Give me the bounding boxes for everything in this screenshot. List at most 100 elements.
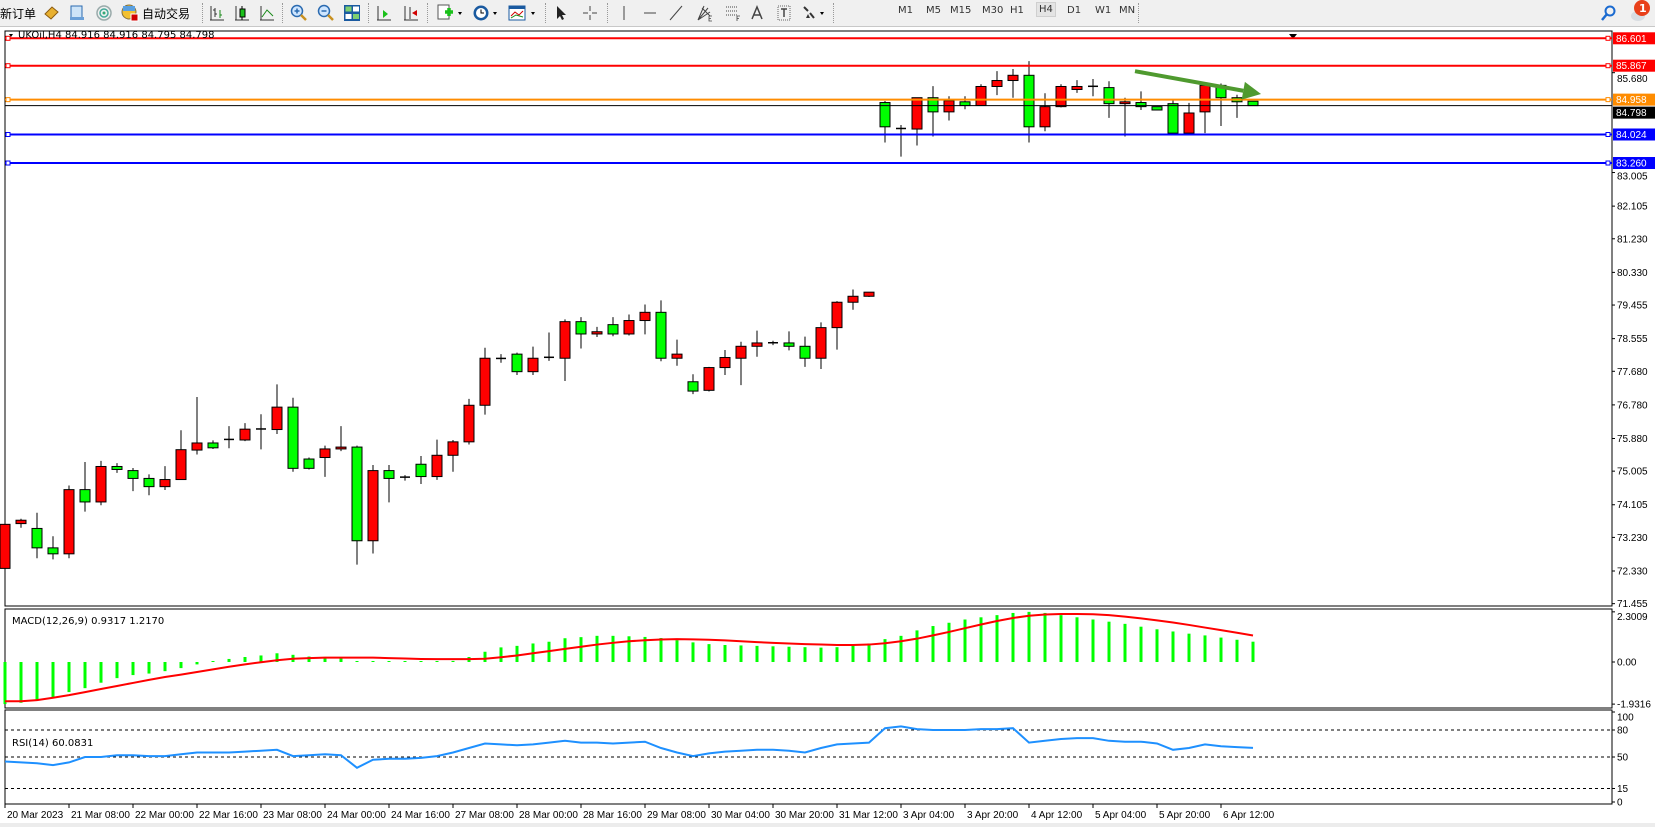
candle-body [575,321,587,335]
candle [463,398,475,445]
auto-trading-button[interactable]: 自动交易 [120,2,190,24]
timeframe-mn[interactable]: MN [1119,5,1136,16]
time-tick-label: 30 Mar 04:00 [711,810,770,821]
timeframe-m1[interactable]: M1 [898,5,913,16]
timeframe-h1[interactable]: H1 [1010,5,1024,16]
trendline-icon[interactable] [668,2,684,24]
candle-body [703,367,715,391]
candle [319,445,331,477]
line-handle-right[interactable] [1605,131,1611,137]
candle-body [863,291,875,297]
candle-body [111,465,123,470]
bar-chart-icon[interactable] [208,2,226,24]
candle [159,466,171,491]
new-chart-button[interactable] [436,2,464,24]
line-chart-icon[interactable] [258,2,276,24]
cursor-icon[interactable] [553,2,569,24]
candle [335,426,347,452]
horizontal-line[interactable] [5,97,1612,103]
fibonacci-fan-icon[interactable] [696,2,714,24]
candle [47,536,59,560]
candlestick-chart-icon[interactable] [233,2,251,24]
horizontal-line[interactable] [5,160,1612,166]
line-handle-right[interactable] [1605,160,1611,166]
new-chart-icon [437,4,462,20]
text-label-icon[interactable] [776,2,792,24]
new-order-button[interactable]: 新订单 [0,2,36,24]
price-tick-label: 74.105 [1617,500,1648,511]
chart-shift-icon[interactable] [402,2,420,24]
search-icon[interactable] [1600,2,1618,24]
tile-windows-icon[interactable] [343,2,361,24]
candle-body [959,101,971,107]
candle [1183,102,1195,134]
trend-arrow-head[interactable] [1241,81,1261,100]
candle [447,439,459,472]
timeframe-d1[interactable]: D1 [1067,5,1082,16]
candle-body [623,320,635,335]
candle-body [431,454,443,478]
horizontal-line[interactable] [5,63,1612,69]
candle [207,440,219,449]
price-tick-label: 80.330 [1617,268,1648,279]
horizontal-line[interactable] [5,131,1612,137]
crosshair-icon[interactable] [581,2,599,24]
time-tick-label: 24 Mar 00:00 [327,810,386,821]
candle-body [671,353,683,359]
fibonacci-retracement-icon[interactable] [724,2,742,24]
horizontal-line-icon[interactable] [642,2,658,24]
candle [879,101,891,143]
price-tick-label: 76.780 [1617,400,1648,411]
timeframe-m15[interactable]: M15 [950,5,972,16]
chart-shift-marker-icon[interactable] [1289,34,1297,39]
market-watch-icon[interactable] [42,2,60,24]
notifications-button[interactable]: 1 [1628,0,1652,22]
line-handle-right[interactable] [1605,97,1611,103]
line-handle-right[interactable] [1605,63,1611,69]
candle [703,366,715,392]
line-handle-left[interactable] [5,160,11,166]
candle [0,519,11,594]
line-handle-left[interactable] [5,97,11,103]
candle [127,467,139,492]
auto-trading-icon [121,4,139,22]
chart-window[interactable]: 20 Mar 2023 21 Mar 08:00 22 Mar 00:00 22 Ma… [0,27,1655,823]
vertical-line-icon[interactable] [617,2,631,24]
price-line-label: 85.867 [1616,61,1647,72]
arrows-button[interactable] [800,2,826,24]
trend-arrow-shaft[interactable] [1134,69,1244,93]
candle [544,332,554,361]
timeframe-m30[interactable]: M30 [982,5,1004,16]
clock-button[interactable] [472,2,500,24]
horizontal-line[interactable] [5,35,1612,41]
rsi-panel [4,709,1615,805]
navigator-signal-icon[interactable] [95,2,113,24]
candle-body [271,406,283,431]
line-handle-right[interactable] [1605,35,1611,41]
candle [271,384,283,435]
candle-body [943,100,955,113]
candle [1088,79,1098,97]
timeframe-h4[interactable]: H4 [1036,2,1056,17]
line-handle-left[interactable] [5,63,11,69]
macd-tick-label: 2.3009 [1617,612,1648,623]
templates-button[interactable] [508,2,538,24]
zoom-in-icon[interactable] [290,2,308,24]
candle-body [143,477,155,488]
data-window-icon[interactable] [68,2,86,24]
line-handle-left[interactable] [5,131,11,137]
trend-arrow[interactable] [1134,69,1261,100]
text-icon[interactable] [750,2,764,24]
candle-body [975,85,987,107]
timeframe-w1[interactable]: W1 [1095,5,1112,16]
candle-body [415,463,427,478]
time-tick-label: 6 Apr 12:00 [1223,810,1275,821]
candle [975,84,987,107]
auto-scroll-icon[interactable] [375,2,393,24]
timeframe-m5[interactable]: M5 [926,5,941,16]
candle-body [1055,85,1067,108]
candle [143,474,155,496]
zoom-out-icon[interactable] [317,2,335,24]
line-handle-left[interactable] [5,35,11,41]
candle-body [351,446,363,542]
